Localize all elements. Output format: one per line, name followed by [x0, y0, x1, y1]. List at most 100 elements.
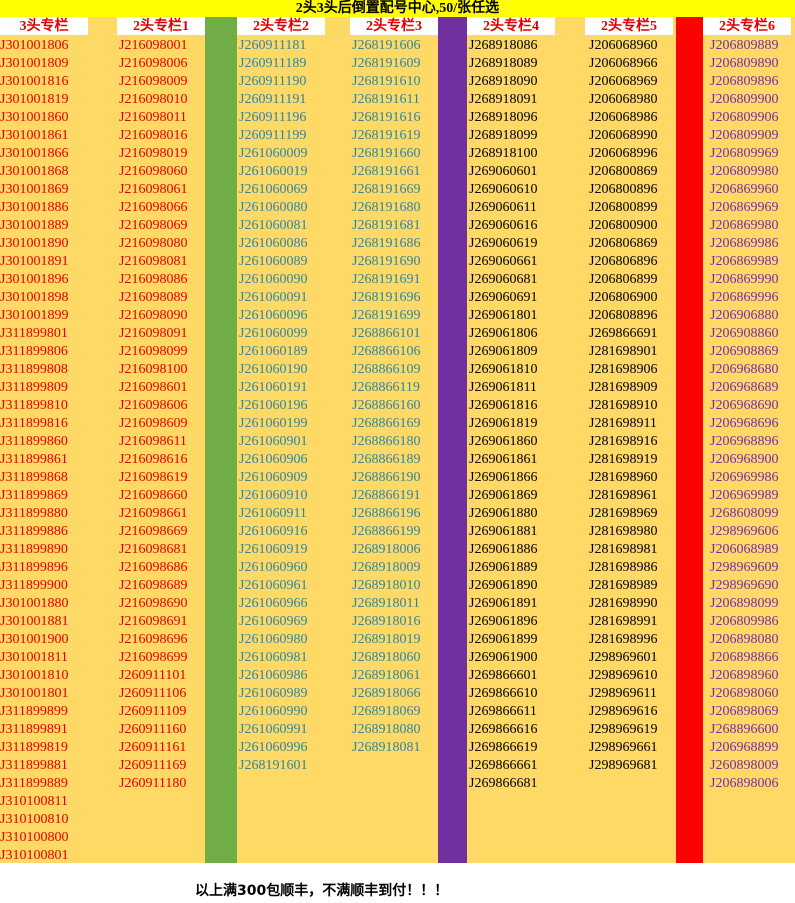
number-cell: J206898080 [710, 632, 779, 647]
number-cell: J260911199 [239, 128, 307, 143]
number-cell: J216098081 [119, 254, 188, 269]
number-cell: J281698906 [589, 362, 658, 377]
number-cell: J269866681 [469, 776, 538, 791]
number-cell: J301001809 [0, 56, 69, 71]
number-cell: J269866611 [469, 704, 537, 719]
number-cell: J268918016 [352, 614, 421, 629]
number-cell: J261060911 [239, 506, 307, 521]
number-cell: J310100800 [0, 830, 69, 845]
number-cell: J298969690 [710, 578, 779, 593]
number-cell: J298969610 [589, 668, 658, 683]
number-cell: J268866199 [352, 524, 421, 539]
number-cell: J301001801 [0, 686, 69, 701]
number-cell: J310100801 [0, 848, 69, 863]
number-cell: J261060989 [239, 686, 308, 701]
number-cell: J206068986 [589, 110, 658, 125]
number-cell: J269061881 [469, 524, 538, 539]
number-cell: J269061810 [469, 362, 538, 377]
number-cell: J301001819 [0, 92, 69, 107]
number-cell: J206806899 [589, 272, 658, 287]
number-cell: J298969606 [710, 524, 779, 539]
number-cell: J261060086 [239, 236, 308, 251]
number-cell: J206809986 [710, 614, 779, 629]
number-cell: J268866196 [352, 506, 421, 521]
number-cell: J206806900 [589, 290, 658, 305]
number-cell: J268608099 [710, 506, 779, 521]
number-cell: J269060681 [469, 272, 538, 287]
number-cell: J301001899 [0, 308, 69, 323]
number-cell: J269061806 [469, 326, 538, 341]
number-cell: J268866106 [352, 344, 421, 359]
number-cell: J269061880 [469, 506, 538, 521]
number-cell: J206806869 [589, 236, 658, 251]
number-cell: J206809900 [710, 92, 779, 107]
number-cell: J298969601 [589, 650, 658, 665]
number-cell: J281698989 [589, 578, 658, 593]
number-cell: J268191669 [352, 182, 421, 197]
number-cell: J311899809 [0, 380, 68, 395]
number-cell: J311899801 [0, 326, 68, 341]
number-cell: J216098699 [119, 650, 188, 665]
number-cell: J268191696 [352, 290, 421, 305]
number-cell: J206968896 [710, 434, 779, 449]
number-cell: J301001891 [0, 254, 69, 269]
number-cell: J261060966 [239, 596, 308, 611]
number-cell: J260911169 [119, 758, 187, 773]
number-cell: J206068960 [589, 38, 658, 53]
divider [205, 17, 237, 863]
number-cell: J268918006 [352, 542, 421, 557]
number-cell: J216098019 [119, 146, 188, 161]
number-cell: J206908869 [710, 344, 779, 359]
number-cell: J260911161 [119, 740, 187, 755]
number-cell: J216098010 [119, 92, 188, 107]
footer-note: 以上满300包顺丰，不满顺丰到付！！！ [195, 883, 449, 899]
number-cell: J268918019 [352, 632, 421, 647]
number-cell: J206869969 [710, 200, 779, 215]
number-cell: J310100811 [0, 794, 68, 809]
number-cell: J216098696 [119, 632, 188, 647]
number-cell: J261060189 [239, 344, 308, 359]
number-cell: J216098089 [119, 290, 188, 305]
number-cell: J261060986 [239, 668, 308, 683]
number-cell: J216098016 [119, 128, 188, 143]
number-cell: J281698910 [589, 398, 658, 413]
number-cell: J261060009 [239, 146, 308, 161]
number-cell: J269061861 [469, 452, 538, 467]
number-cell: J281698911 [589, 416, 657, 431]
number-cell: J216098080 [119, 236, 188, 251]
number-cell: J216098060 [119, 164, 188, 179]
number-cell: J301001889 [0, 218, 69, 233]
number-cell: J268191680 [352, 200, 421, 215]
number-cell: J269061899 [469, 632, 538, 647]
number-cell: J268191609 [352, 56, 421, 71]
number-cell: J206809896 [710, 74, 779, 89]
number-cell: J206809969 [710, 146, 779, 161]
number-cell: J260911181 [239, 38, 307, 53]
number-cell: J268191699 [352, 308, 421, 323]
number-cell: J281698960 [589, 470, 658, 485]
number-cell: J206969986 [710, 470, 779, 485]
number-cell: J301001880 [0, 596, 69, 611]
number-cell: J261060991 [239, 722, 308, 737]
number-cell: J269061860 [469, 434, 538, 449]
number-cell: J261060090 [239, 272, 308, 287]
number-cell: J269061896 [469, 614, 538, 629]
number-cell: J216098091 [119, 326, 188, 341]
number-cell: J206800869 [589, 164, 658, 179]
column-header: 2头专栏1 [117, 17, 205, 35]
number-cell: J311899890 [0, 542, 68, 557]
number-cell: J301001811 [0, 650, 68, 665]
number-cell: J301001896 [0, 272, 69, 287]
number-cell: J269061889 [469, 560, 538, 575]
number-cell: J216098689 [119, 578, 188, 593]
number-cell: J311899869 [0, 488, 68, 503]
number-cell: J268866180 [352, 434, 421, 449]
number-cell: J216098611 [119, 434, 187, 449]
number-cell: J261060190 [239, 362, 308, 377]
number-cell: J268918069 [352, 704, 421, 719]
number-cell: J298969619 [589, 722, 658, 737]
number-cell: J206869990 [710, 272, 779, 287]
number-cell: J301001816 [0, 74, 69, 89]
number-cell: J216098100 [119, 362, 188, 377]
number-cell: J261060096 [239, 308, 308, 323]
